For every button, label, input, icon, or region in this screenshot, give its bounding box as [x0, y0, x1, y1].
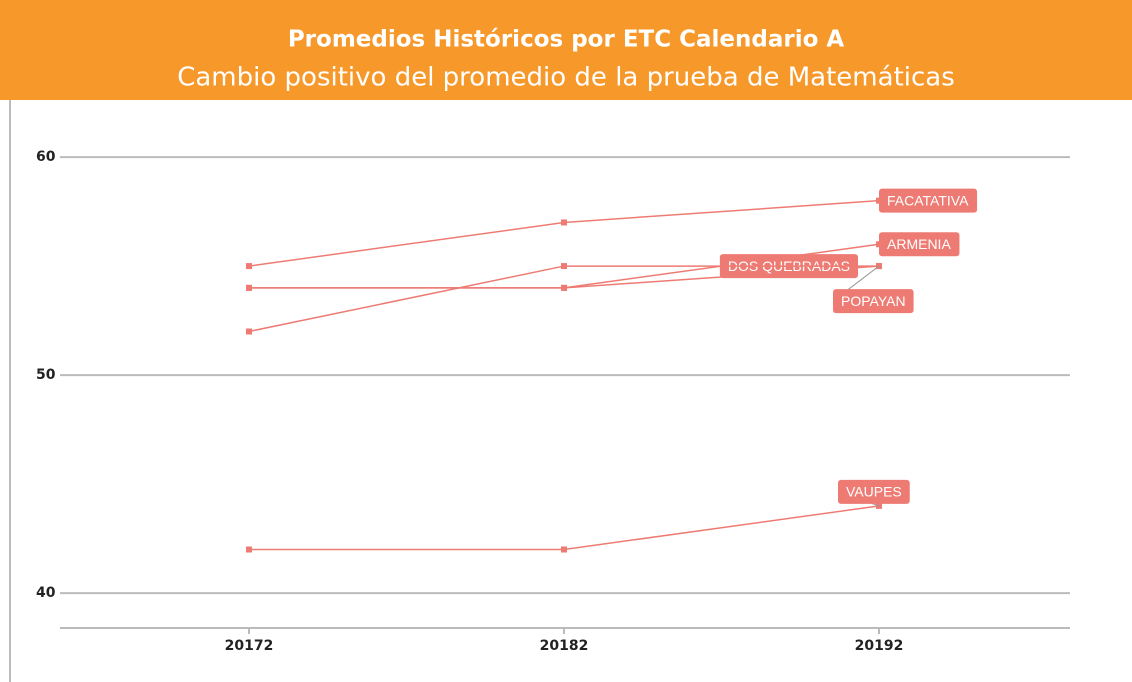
point: [561, 219, 567, 226]
series-line: [249, 505, 880, 551]
series-label: FACATATIVA: [887, 192, 969, 208]
y-tick-label: 60: [36, 149, 56, 165]
point: [561, 284, 567, 291]
point: [246, 263, 252, 270]
label-box: [833, 289, 914, 314]
series-label: POPAYAN: [841, 293, 906, 309]
series-label: ARMENIA: [887, 236, 951, 252]
x-tick-label: 20192: [855, 638, 904, 654]
y-tick-label: 40: [36, 585, 56, 601]
chart-subtitle: Cambio positivo del promedio de la prueb…: [177, 63, 955, 93]
label-box: [838, 479, 910, 504]
x-tick-label: 20172: [225, 638, 274, 654]
series-label: VAUPES: [846, 484, 902, 500]
y-tick-label: 50: [36, 367, 56, 383]
point: [561, 546, 567, 553]
chart-title: Promedios Históricos por ETC Calendario …: [288, 27, 845, 53]
point: [246, 546, 252, 553]
header: [0, 0, 1132, 100]
label-box: [879, 232, 960, 257]
point: [561, 263, 567, 270]
point: [246, 328, 252, 335]
x-tick-label: 20182: [540, 638, 589, 654]
label-box: [879, 188, 978, 213]
point: [246, 284, 252, 291]
